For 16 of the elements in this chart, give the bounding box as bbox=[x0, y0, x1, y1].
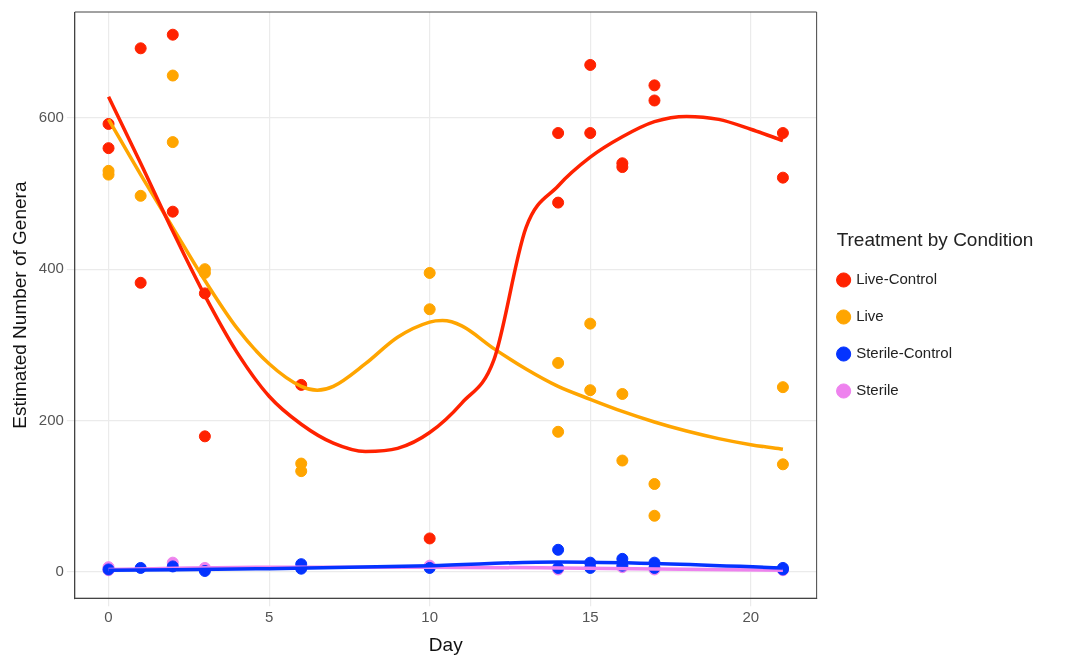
x-tick-label: 5 bbox=[264, 608, 274, 626]
x-tick-label: 0 bbox=[104, 608, 113, 626]
y-tick-label: 0 bbox=[55, 561, 64, 579]
y-tick-label: 200 bbox=[38, 410, 64, 428]
legend-label: Sterile-Control bbox=[856, 344, 953, 362]
x-tick-label: 10 bbox=[421, 608, 439, 626]
x-axis-title: Day bbox=[428, 633, 464, 655]
y-tick-label: 400 bbox=[38, 259, 64, 277]
y-tick-label: 600 bbox=[38, 108, 64, 126]
x-tick-label: 20 bbox=[742, 608, 760, 626]
legend-label: Live-Control bbox=[856, 270, 938, 288]
legend-label: Sterile bbox=[856, 381, 899, 399]
y-axis-title: Estimated Number of Genera bbox=[8, 181, 30, 429]
legend-title: Treatment by Condition bbox=[836, 228, 1034, 251]
legend-label: Live bbox=[856, 307, 884, 325]
x-tick-label: 15 bbox=[581, 608, 599, 626]
